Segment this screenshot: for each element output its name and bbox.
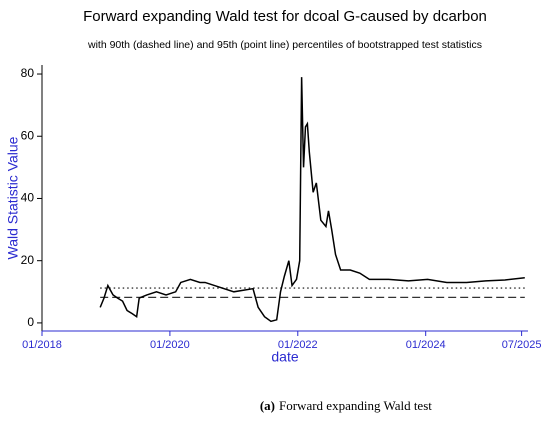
caption-label: (a) [260, 398, 275, 413]
x-tick-label: 01/2022 [278, 339, 318, 351]
y-tick-label: 20 [21, 253, 35, 267]
x-axis-label: date [271, 349, 298, 365]
data-line [99, 77, 525, 323]
y-tick-label: 0 [27, 315, 34, 329]
y-tick-label: 60 [21, 128, 35, 142]
y-axis-label: Wald Statistic Value [5, 136, 21, 259]
y-tick-label: 80 [21, 66, 35, 80]
y-tick-label: 40 [21, 191, 35, 205]
x-tick-label: 01/2020 [150, 339, 190, 351]
caption-text: Forward expanding Wald test [279, 398, 432, 413]
x-tick-label: 01/2024 [406, 339, 446, 351]
x-tick-label: 07/2025 [502, 339, 542, 351]
chart-title: Forward expanding Wald test for dcoal G-… [83, 8, 487, 25]
x-tick-label: 01/2018 [22, 339, 62, 351]
chart-subtitle: with 90th (dashed line) and 95th (point … [87, 39, 482, 51]
